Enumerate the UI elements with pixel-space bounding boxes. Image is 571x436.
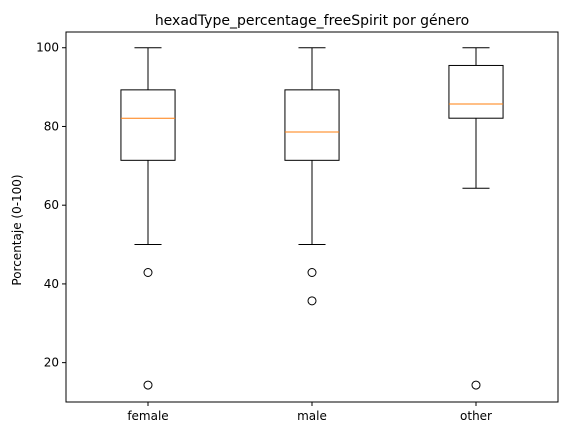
y-tick-label: 60 xyxy=(44,198,59,212)
y-tick-label: 100 xyxy=(36,41,59,55)
outlier-point xyxy=(307,296,317,306)
x-tick-label: other xyxy=(460,409,492,423)
y-tick-label: 20 xyxy=(44,356,59,370)
box-male xyxy=(284,89,340,161)
box-other xyxy=(448,64,504,119)
x-tick-label: male xyxy=(297,409,327,423)
outlier-point xyxy=(143,380,153,390)
y-tick-label: 40 xyxy=(44,277,59,291)
outlier-point xyxy=(143,268,153,277)
outlier-point xyxy=(471,380,481,390)
x-tick-label: female xyxy=(127,409,168,423)
y-axis-label: Porcentaje (0-100) xyxy=(10,174,24,285)
outlier-point xyxy=(307,268,317,277)
y-tick-label: 80 xyxy=(44,119,59,133)
chart-title: hexadType_percentage_freeSpirit por géne… xyxy=(155,13,469,29)
plot-frame xyxy=(65,31,559,403)
plot-area: 20 40 60 80 100 female male other xyxy=(36,41,504,423)
box-female xyxy=(120,89,176,161)
